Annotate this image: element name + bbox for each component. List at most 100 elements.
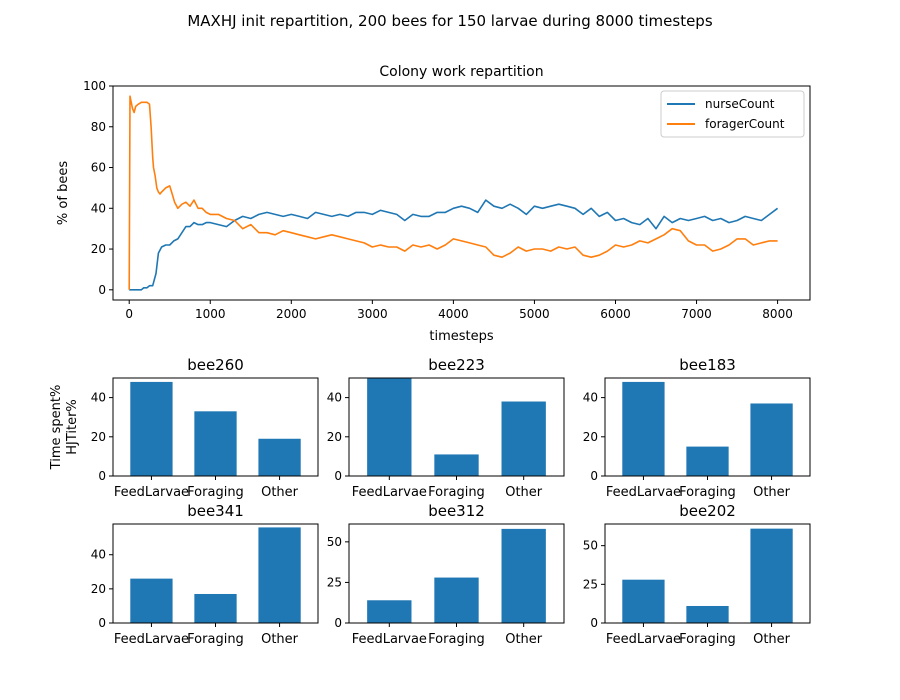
x-tick-label: 6000	[600, 307, 631, 321]
bar	[750, 528, 793, 623]
y-tick-label: 60	[91, 161, 106, 175]
x-tick-label: FeedLarvae	[352, 485, 427, 500]
y-tick-label: 20	[327, 430, 342, 444]
y-tick-label: 0	[590, 469, 598, 483]
bar	[258, 527, 301, 623]
y-tick-label: 0	[98, 469, 106, 483]
bar-chart-frame	[348, 523, 565, 624]
bar	[130, 381, 173, 476]
bar	[501, 528, 546, 623]
y-tick-label: 40	[91, 548, 106, 562]
x-tick-label: 1000	[195, 307, 226, 321]
y-tick-label: 20	[91, 242, 106, 256]
bar	[434, 577, 479, 623]
bar	[194, 593, 237, 623]
y-tick-label: 80	[91, 120, 106, 134]
x-tick-label: Other	[505, 485, 543, 500]
x-tick-label: 3000	[357, 307, 388, 321]
y-tick-label: 50	[327, 535, 342, 549]
y-tick-label: 50	[583, 539, 598, 553]
y-tick-label: 0	[98, 616, 106, 630]
x-tick-label: Other	[505, 632, 543, 647]
y-tick-label: 25	[583, 577, 598, 591]
bar-chart-title: bee202	[679, 502, 736, 520]
x-tick-label: FeedLarvae	[352, 632, 427, 647]
y-tick-label: 0	[98, 283, 106, 297]
x-tick-label: FeedLarvae	[606, 632, 681, 647]
x-tick-label: Foraging	[187, 632, 244, 647]
bar-chart-title: bee312	[428, 502, 485, 520]
y-tick-label: 20	[91, 430, 106, 444]
y-tick-label: 20	[583, 430, 598, 444]
x-tick-label: 0	[125, 307, 133, 321]
bar	[434, 454, 479, 476]
bar-chart-frame	[112, 377, 319, 477]
bar	[258, 438, 301, 476]
y-tick-label: 40	[327, 391, 342, 405]
x-tick-label: 2000	[276, 307, 307, 321]
x-tick-label: Other	[753, 632, 791, 647]
x-tick-label: Foraging	[187, 485, 244, 500]
x-tick-label: 7000	[681, 307, 712, 321]
bar	[750, 403, 793, 476]
y-tick-label: 0	[334, 616, 342, 630]
x-tick-label: Foraging	[428, 632, 485, 647]
bar-chart-frame	[604, 377, 811, 477]
bar	[130, 578, 173, 623]
line-chart-frame	[112, 85, 811, 301]
x-tick-label: Other	[261, 632, 299, 647]
bar-chart-title: bee183	[679, 356, 736, 374]
y-tick-label: 40	[583, 391, 598, 405]
bar-chart-frame	[348, 377, 565, 477]
bar	[686, 605, 729, 623]
bar	[622, 579, 665, 623]
figure-suptitle: MAXHJ init repartition, 200 bees for 150…	[187, 12, 712, 30]
series-line-nurseCount	[129, 199, 779, 291]
y-tick-label: 25	[327, 575, 342, 589]
y-axis-label: % of bees	[56, 161, 71, 225]
bar-chart-title: bee260	[187, 356, 244, 374]
legend-label-foragerCount: foragerCount	[705, 117, 785, 131]
bar	[367, 378, 412, 476]
legend-label-nurseCount: nurseCount	[705, 97, 775, 111]
bar-chart-frame	[112, 523, 319, 624]
x-tick-label: 5000	[519, 307, 550, 321]
x-tick-label: Other	[261, 485, 299, 500]
x-tick-label: FeedLarvae	[606, 485, 681, 500]
legend: nurseCount foragerCount	[660, 90, 805, 138]
bar-chart-frame	[604, 523, 811, 624]
y-tick-label: 0	[334, 469, 342, 483]
bar-chart-y-axis-label: Time spent%	[49, 385, 64, 471]
legend-box	[660, 90, 805, 138]
x-tick-label: 4000	[438, 307, 469, 321]
x-axis-label: timesteps	[429, 329, 493, 344]
bar	[622, 381, 665, 476]
bar-chart-title: bee223	[428, 356, 485, 374]
x-tick-label: Foraging	[428, 485, 485, 500]
x-tick-label: FeedLarvae	[114, 632, 189, 647]
bar-chart-title: bee341	[187, 502, 244, 520]
x-tick-label: Foraging	[679, 632, 736, 647]
x-tick-label: Foraging	[679, 485, 736, 500]
bar	[367, 600, 412, 623]
series-line-foragerCount	[128, 95, 778, 290]
x-tick-label: Other	[753, 485, 791, 500]
y-tick-label: 40	[91, 201, 106, 215]
y-tick-label: 100	[83, 79, 106, 93]
line-chart: 0 1000 2000 3000 4000 5000 6000 7000 8000 0 20 40 60…	[56, 64, 811, 344]
x-tick-label: 8000	[762, 307, 793, 321]
bar-chart-y-axis-label: HJTiter%	[65, 399, 80, 455]
bar-chart-bee312: FeedLarvae Foraging Other 0 25 50 bee312	[327, 502, 565, 647]
bar-chart-bee223: FeedLarvae Foraging Other 0 20 40 bee223	[327, 356, 565, 500]
line-chart-title: Colony work repartition	[379, 64, 543, 80]
y-tick-label: 20	[91, 582, 106, 596]
bar	[686, 446, 729, 476]
bar	[501, 401, 546, 476]
x-tick-label: FeedLarvae	[114, 485, 189, 500]
